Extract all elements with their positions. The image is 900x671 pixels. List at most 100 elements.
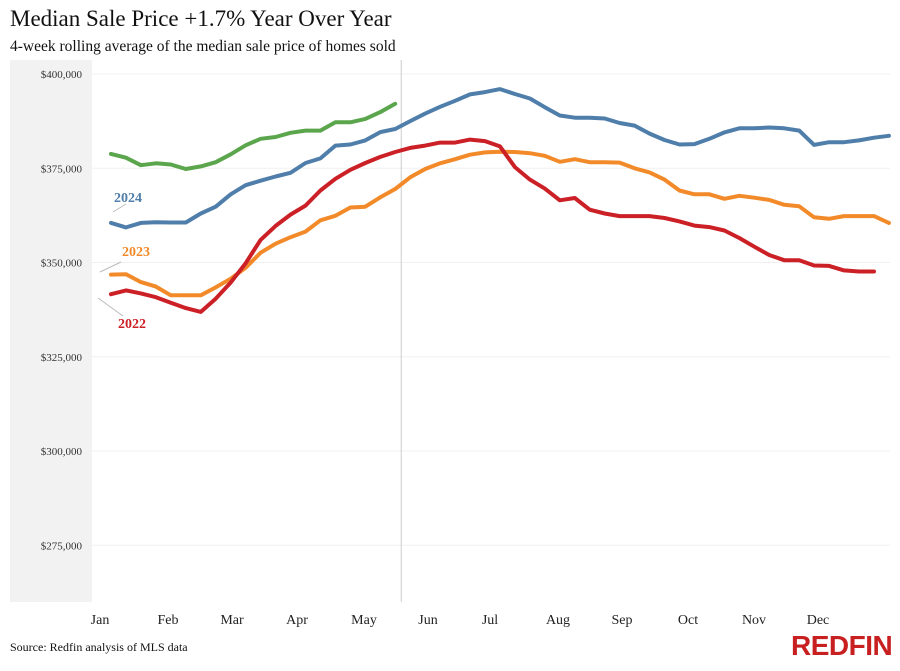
data-point-2024-w21	[409, 119, 412, 123]
data-point-2022-w23	[438, 141, 442, 144]
data-point-2022-w36	[633, 214, 636, 218]
data-point-2024-w2	[124, 226, 128, 229]
data-point-2023-w14	[304, 230, 307, 233]
data-point-2024-w20	[394, 127, 397, 131]
data-point-2023-w36	[633, 167, 636, 170]
data-point-2024-w53	[887, 134, 891, 137]
data-point-2024-w6	[184, 221, 187, 224]
data-point-2022-w44	[753, 245, 756, 248]
data-point-2022-w6	[184, 306, 187, 310]
data-point-2022-w15	[319, 189, 322, 192]
data-point-2022-w29	[528, 178, 532, 181]
data-point-2024-w12	[274, 175, 277, 178]
data-point-2022-w26	[483, 139, 487, 143]
data-point-2023-w1	[109, 273, 113, 276]
y-tick-label: $350,000	[41, 258, 83, 270]
series-line-2022	[109, 137, 876, 314]
data-point-2022-w13	[289, 213, 292, 216]
data-point-2022-w3	[139, 292, 143, 295]
data-point-2023-w39	[678, 189, 681, 192]
data-point-2023-w44	[753, 196, 756, 199]
data-point-2023-w19	[379, 196, 382, 199]
data-point-2023-w42	[723, 197, 726, 200]
data-point-2022-w2	[124, 289, 128, 292]
data-point-2023-w7	[199, 294, 202, 297]
data-point-2022-w9	[229, 281, 232, 284]
data-point-2023-w47	[798, 205, 801, 208]
data-point-2023-w41	[708, 193, 711, 196]
data-point-2023-w30	[543, 154, 546, 157]
data-point-2025-w11	[259, 137, 262, 140]
data-point-2022-w51	[857, 270, 861, 273]
data-point-2022-w25	[468, 138, 472, 141]
data-point-2023-w26	[483, 151, 487, 154]
data-point-2023-w40	[693, 193, 696, 196]
data-point-2024-w52	[872, 136, 876, 139]
data-point-2022-w41	[708, 225, 711, 229]
data-point-2024-w39	[678, 143, 681, 146]
data-point-2022-w1	[109, 293, 113, 296]
data-point-2022-w27	[498, 145, 502, 148]
data-point-2024-w43	[738, 127, 741, 130]
data-point-2022-w5	[169, 301, 172, 304]
data-point-2024-w19	[379, 130, 382, 134]
data-point-2022-w42	[723, 229, 726, 232]
data-point-2024-w23	[438, 105, 442, 109]
x-tick-label-feb: Feb	[158, 613, 179, 628]
data-point-2022-w19	[379, 155, 382, 159]
data-point-2022-w50	[842, 269, 846, 272]
data-point-2023-w22	[424, 167, 427, 171]
y-tick-label: $300,000	[41, 446, 83, 458]
data-point-2025-w4	[154, 162, 158, 165]
data-point-2024-w26	[483, 90, 487, 94]
data-point-2022-w43	[738, 236, 741, 240]
data-point-2024-w25	[468, 93, 472, 96]
data-point-2022-w47	[798, 259, 801, 262]
data-point-2025-w2	[124, 156, 128, 159]
x-tick-label-apr: Apr	[286, 613, 308, 628]
data-point-2023-w48	[812, 216, 816, 219]
data-point-2024-w48	[812, 143, 816, 147]
data-point-2022-w35	[618, 214, 621, 218]
data-point-2023-w8	[214, 286, 217, 289]
data-point-2023-w46	[783, 203, 786, 206]
data-point-2024-w5	[169, 221, 172, 224]
data-point-2022-w33	[588, 208, 591, 211]
x-tick-label-dec: Dec	[807, 613, 830, 628]
data-point-2023-w29	[528, 152, 532, 155]
data-point-2023-w6	[184, 294, 187, 297]
data-point-2025-w9	[229, 153, 232, 156]
y-tick-label: $275,000	[41, 540, 83, 552]
data-point-2024-w49	[827, 141, 831, 144]
data-point-2024-w16	[334, 144, 337, 147]
data-point-2025-w17	[349, 121, 352, 124]
data-point-2023-w5	[169, 294, 172, 297]
x-tick-label-oct: Oct	[678, 613, 698, 628]
data-point-2022-w21	[409, 146, 412, 150]
data-point-2023-w43	[738, 194, 741, 197]
x-tick-label-jan: Jan	[91, 613, 110, 628]
data-point-2025-w7	[199, 165, 202, 168]
data-point-2023-w11	[259, 251, 262, 254]
data-point-2025-w5	[169, 163, 172, 166]
data-point-2022-w24	[453, 141, 457, 144]
data-point-2024-w14	[304, 161, 307, 165]
data-point-2022-w39	[678, 220, 681, 223]
data-point-2024-w4	[154, 221, 158, 224]
data-point-2022-w37	[648, 214, 651, 218]
data-point-2023-w15	[319, 219, 322, 222]
data-point-2025-w14	[304, 129, 307, 132]
data-point-2022-w28	[513, 165, 517, 169]
data-point-2024-w28	[513, 92, 517, 96]
data-point-2023-w53	[887, 221, 891, 225]
data-point-2024-w22	[424, 112, 427, 115]
chart-title: Median Sale Price +1.7% Year Over Year	[10, 6, 392, 31]
data-point-2022-w16	[334, 177, 337, 180]
data-point-2024-w40	[693, 142, 696, 146]
data-point-2024-w9	[229, 193, 232, 196]
data-point-2023-w20	[394, 187, 397, 191]
data-point-2022-w20	[394, 150, 397, 154]
data-point-2023-w16	[334, 214, 337, 217]
data-point-2024-w18	[364, 139, 367, 142]
chart-subtitle: 4-week rolling average of the median sal…	[10, 38, 396, 55]
